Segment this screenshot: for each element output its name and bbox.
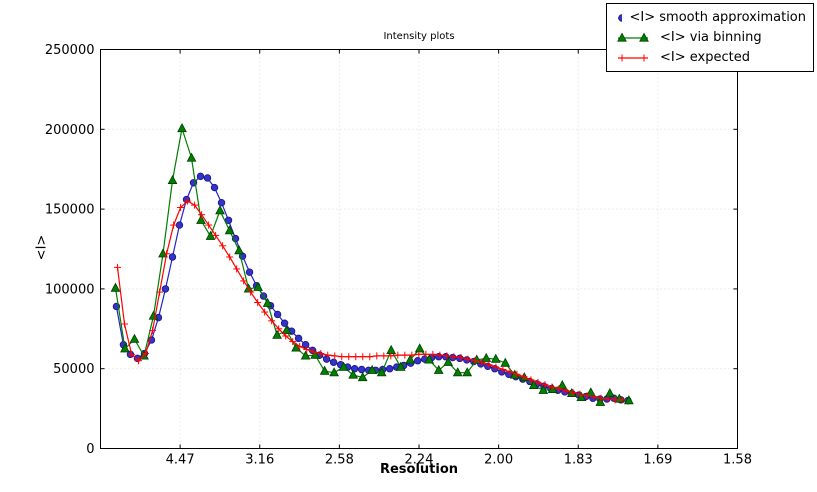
triangle-marker — [110, 282, 121, 292]
triangle-marker — [547, 384, 558, 394]
triangle-marker — [405, 354, 416, 364]
triangle-marker — [500, 357, 511, 367]
y-tick-label: 50000 — [53, 362, 94, 377]
triangle-marker — [414, 343, 425, 353]
y-axis-label: <I> — [34, 234, 50, 261]
x-tick-label: 3.16 — [245, 453, 274, 468]
circle-marker — [273, 310, 282, 319]
triangle-marker — [576, 391, 587, 402]
y-tick-label: 150000 — [45, 203, 95, 218]
triangle-marker — [291, 342, 301, 352]
legend-item: <I> smooth approximation — [614, 8, 806, 27]
circle-marker — [385, 365, 394, 373]
circle-marker — [168, 253, 177, 261]
triangle-marker — [319, 365, 330, 375]
circle-marker — [210, 183, 219, 192]
circle-marker — [217, 199, 226, 207]
triangle-marker — [196, 214, 206, 224]
x-tick-label: 1.58 — [723, 453, 752, 468]
circle-marker — [357, 365, 366, 374]
triangle-marker — [300, 350, 311, 360]
x-tick-label: 4.47 — [166, 453, 195, 468]
circle-marker — [280, 319, 289, 327]
triangle-marker — [452, 367, 463, 377]
triangle-marker — [253, 281, 263, 291]
triangle-marker — [224, 225, 235, 235]
triangle-marker — [617, 32, 627, 42]
y-tick-label: 100000 — [45, 282, 95, 297]
x-tick-label: 1.83 — [564, 453, 593, 468]
circle-marker — [350, 365, 359, 373]
triangle-marker — [386, 344, 397, 354]
legend-item: <I> via binning — [614, 28, 806, 47]
circle-marker — [329, 358, 338, 367]
triangle-marker — [158, 248, 168, 258]
circle-marker — [618, 13, 622, 22]
circle-marker — [301, 341, 310, 349]
triangle-marker — [528, 380, 539, 390]
triangle-marker — [481, 352, 492, 362]
circle-marker — [294, 334, 303, 343]
triangle-marker — [234, 245, 244, 255]
triangle-marker — [129, 333, 140, 343]
circle-marker — [161, 285, 170, 293]
triangle-marker — [490, 353, 501, 363]
circle-marker — [322, 355, 331, 363]
triangle-marker — [424, 354, 435, 364]
triangle-marker — [639, 32, 649, 42]
triangle-marker — [177, 123, 187, 133]
y-tick-label: 200000 — [45, 123, 95, 138]
triangle-marker — [357, 372, 368, 382]
triangle-marker — [395, 361, 406, 371]
x-tick-label: 2.00 — [484, 453, 513, 468]
legend-label: <I> expected — [660, 50, 750, 65]
y-tick-label: 250000 — [45, 43, 95, 58]
triangle-marker — [462, 367, 473, 377]
x-axis-label: Resolution — [379, 462, 459, 477]
triangle-marker — [538, 384, 549, 394]
triangle-marker — [310, 349, 320, 359]
legend-circle-sample-icon — [618, 13, 622, 22]
circle-marker — [196, 172, 205, 181]
triangle-marker — [443, 356, 454, 366]
legend-label: <I> smooth approximation — [629, 10, 806, 25]
triangle-marker — [281, 324, 292, 334]
triangle-marker — [376, 367, 387, 377]
circle-marker — [449, 353, 457, 362]
legend-plus-sample-icon — [618, 54, 648, 61]
legend-item: <I> expected — [614, 48, 806, 67]
legend: <I> smooth approximation <I> via binning <… — [606, 3, 814, 72]
circle-marker — [203, 174, 212, 182]
triangle-marker — [167, 174, 178, 184]
x-tick-label: 1.69 — [643, 453, 672, 468]
triangle-marker — [262, 297, 273, 307]
triangle-marker — [623, 395, 634, 405]
y-tick-label: 0 — [86, 442, 94, 457]
triangle-marker — [329, 367, 340, 377]
triangle-marker — [272, 329, 282, 339]
triangle-marker — [367, 364, 378, 374]
triangle-marker — [348, 369, 359, 379]
x-tick-label: 2.24 — [405, 453, 434, 468]
triangle-marker — [338, 361, 349, 371]
triangle-marker — [120, 343, 130, 353]
plot-frame — [100, 49, 738, 449]
circle-marker — [414, 357, 422, 365]
circle-marker — [245, 268, 254, 276]
triangle-marker — [186, 152, 197, 162]
triangle-marker — [215, 205, 225, 215]
triangle-marker — [604, 387, 615, 398]
legend-label: <I> via binning — [660, 30, 762, 45]
x-tick-label: 2.58 — [325, 453, 354, 468]
triangle-marker — [595, 396, 606, 406]
chart-title: Intensity plots — [383, 31, 455, 42]
series-line — [114, 128, 629, 404]
triangle-marker — [433, 364, 444, 374]
legend-triangle-sample-icon — [617, 32, 649, 42]
circle-marker — [175, 221, 184, 229]
